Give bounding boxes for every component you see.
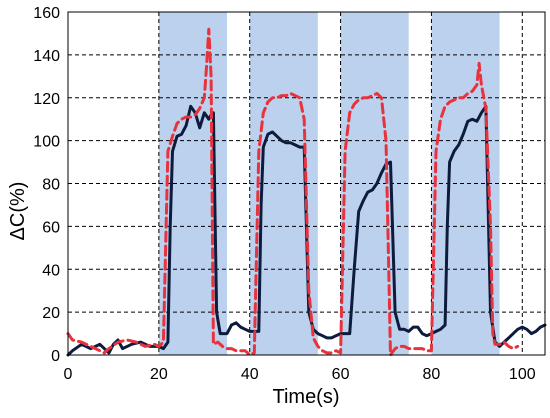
y-tick-labels: 0 20 40 60 80 100 120 140 160 bbox=[33, 5, 60, 365]
x-tick-label: 20 bbox=[150, 366, 168, 383]
series-solid-line bbox=[66, 104, 547, 357]
x-tick-label: 60 bbox=[332, 366, 350, 383]
y-tick-label: 100 bbox=[33, 134, 60, 151]
y-tick-label: 40 bbox=[42, 262, 60, 279]
y-tick-label: 60 bbox=[42, 219, 60, 236]
y-tick-label: 0 bbox=[51, 348, 60, 365]
plot-frame bbox=[67, 11, 546, 356]
y-tick-label: 140 bbox=[33, 48, 60, 65]
x-tick-labels: 0 20 40 60 80 100 bbox=[64, 366, 536, 383]
y-tick-label: 120 bbox=[33, 91, 60, 108]
x-tick-label: 80 bbox=[423, 366, 441, 383]
x-tick-label: 0 bbox=[64, 366, 73, 383]
y-tick-label: 20 bbox=[42, 305, 60, 322]
y-axis-label: ΔC(%) bbox=[7, 182, 29, 241]
y-tick-label: 80 bbox=[42, 177, 60, 194]
series-dashed-line bbox=[66, 27, 520, 357]
data-series bbox=[66, 27, 547, 357]
y-tick-label: 160 bbox=[33, 5, 60, 22]
x-axis-label: Time(s) bbox=[272, 386, 339, 408]
x-tick-label: 40 bbox=[241, 366, 259, 383]
x-tick-label: 100 bbox=[509, 366, 536, 383]
